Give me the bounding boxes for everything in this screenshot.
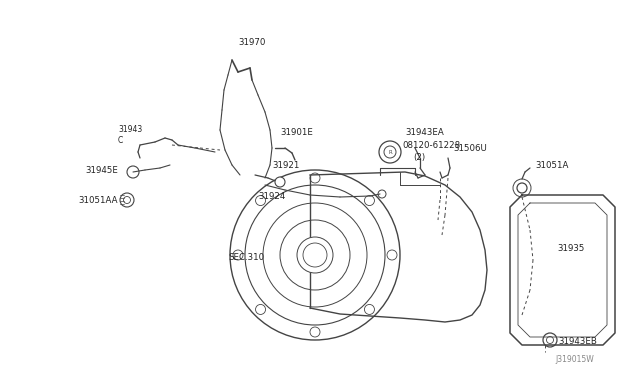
Text: SEC.310: SEC.310 [228, 253, 264, 263]
Text: 31935: 31935 [557, 244, 584, 253]
Text: 31051A: 31051A [535, 160, 568, 170]
Text: 31901E: 31901E [280, 128, 313, 137]
Text: 31970: 31970 [238, 38, 266, 46]
Text: 31945E: 31945E [85, 166, 118, 174]
Text: 31943
C: 31943 C [118, 125, 142, 145]
Text: 31921: 31921 [272, 160, 300, 170]
Text: 31924: 31924 [258, 192, 285, 201]
Text: R: R [388, 150, 392, 154]
Text: J319015W: J319015W [555, 356, 594, 365]
Text: 31506U: 31506U [453, 144, 487, 153]
Text: 31943EB: 31943EB [558, 337, 597, 346]
Text: 08120-61228: 08120-61228 [402, 141, 460, 150]
Circle shape [275, 177, 285, 187]
Circle shape [517, 183, 527, 193]
Text: 31943EA: 31943EA [405, 128, 444, 137]
Circle shape [297, 237, 333, 273]
Text: 31051AA: 31051AA [78, 196, 118, 205]
Polygon shape [510, 195, 615, 345]
Text: (2): (2) [413, 153, 425, 161]
